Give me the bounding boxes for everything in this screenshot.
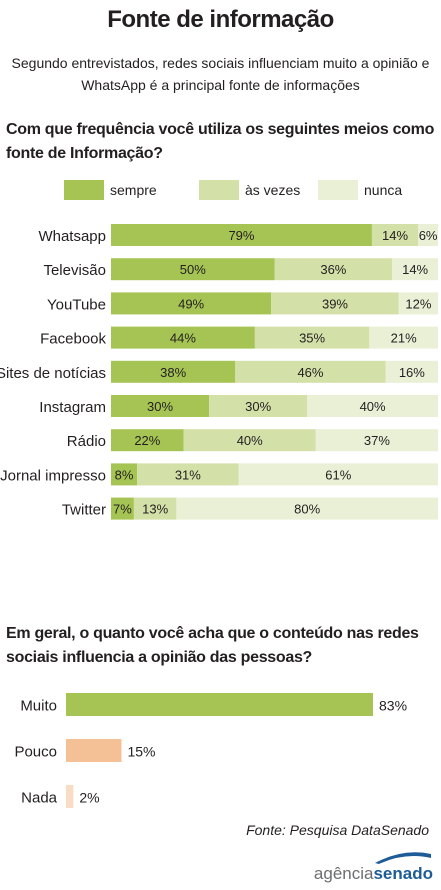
category-label-whatsapp: Whatsapp [38,228,106,245]
bar-jornal-impresso-nunca [238,463,438,486]
data-label-televisao-as-vezes: 36% [320,262,346,277]
data-label-sites-de-noticias-sempre: 38% [160,365,186,380]
data-label-instagram-nunca: 40% [360,399,386,414]
logo-part-senado: senado [373,864,433,883]
bar-televisao-nunca [392,258,438,281]
bar-youtube-sempre [111,292,272,315]
chart-title: Fonte de informação [107,6,334,33]
bar-instagram-nunca [307,395,438,417]
bar-facebook-nunca [369,326,438,349]
data-label-televisao-nunca: 14% [402,262,428,277]
category-label-radio: Rádio [67,433,106,450]
category-label-muito: Muito [20,698,57,715]
data-label-jornal-impresso-sempre: 8% [115,467,134,482]
category-label-jornal-impresso: Jornal impresso [0,467,106,484]
data-label-radio-nunca: 37% [364,433,390,448]
data-label-twitter-sempre: 7% [113,502,132,517]
legend-item-as-vezes: às vezes [199,180,300,200]
source-note: Fonte: Pesquisa DataSenado [246,822,429,838]
chart-subtitle: Segundo entrevistados, redes sociais inf… [11,55,430,93]
data-label-facebook-as-vezes: 35% [299,331,325,346]
legend: sempre às vezes nunca [0,180,441,200]
data-label-facebook-nunca: 21% [391,331,417,346]
bar-radio-sempre [111,429,184,452]
bar-youtube-nunca [398,292,438,315]
data-label-radio-sempre: 22% [134,433,160,448]
data-label-pouco: 15% [127,744,155,760]
bar-twitter-nunca [176,497,438,520]
category-label-nada: Nada [21,790,58,807]
bar-sites-de-noticias-as-vezes [235,360,386,383]
data-label-whatsapp-sempre: 79% [228,228,254,243]
logo-part-agencia: agência [313,864,374,883]
bar-whatsapp-sempre [111,224,372,246]
question-2: Em geral, o quanto você acha que o conte… [6,625,419,666]
category-label-televisao: Televisão [43,262,106,279]
frequency-stacked-bar-chart: Whatsapp 79% 14% 6% Televisão 50% 36% 14% YouTub… [0,224,438,520]
legend-swatch-nunca [318,180,358,200]
data-label-jornal-impresso-as-vezes: 31% [175,467,201,482]
data-label-sites-de-noticias-as-vezes: 46% [297,365,323,380]
bar-jornal-impresso-as-vezes [137,463,239,486]
legend-item-sempre: sempre [64,180,157,200]
bar-radio-as-vezes [183,429,316,452]
bar-televisao-as-vezes [274,258,393,281]
bar-sites-de-noticias-sempre [111,360,236,383]
category-label-facebook: Facebook [40,331,106,348]
question-1: Com que frequência você utiliza os segui… [6,121,435,162]
bar-youtube-as-vezes [271,292,399,315]
data-label-youtube-nunca: 12% [405,296,431,311]
category-label-twitter: Twitter [62,502,106,519]
data-label-sites-de-noticias-nunca: 16% [399,365,425,380]
agencia-senado-logo: agência senado [314,850,433,884]
category-label-pouco: Pouco [14,744,57,761]
bar-facebook-as-vezes [254,326,370,349]
bar-sites-de-noticias-nunca [385,360,438,383]
bar-whatsapp-as-vezes [371,224,419,246]
bar-radio-nunca [315,429,438,452]
data-label-televisao-sempre: 50% [180,262,206,277]
bar-facebook-sempre [111,326,255,349]
data-label-youtube-sempre: 49% [178,296,204,311]
data-label-whatsapp-as-vezes: 14% [382,228,408,243]
legend-label-sempre: sempre [110,182,157,198]
legend-label-as-vezes: às vezes [245,182,301,198]
bar-nada [66,785,74,808]
category-label-sites-de-noticias: Sites de notícias [0,365,106,382]
data-label-jornal-impresso-nunca: 61% [325,467,351,482]
data-label-twitter-as-vezes: 13% [142,502,168,517]
data-label-radio-as-vezes: 40% [237,433,263,448]
data-label-twitter-nunca: 80% [294,502,320,517]
legend-item-nunca: nunca [318,180,402,200]
data-label-muito: 83% [379,698,407,714]
bar-twitter-sempre [111,497,134,520]
bar-pouco [66,739,122,762]
legend-label-nunca: nunca [364,182,403,198]
legend-swatch-as-vezes [199,180,239,200]
bar-instagram-as-vezes [209,395,308,417]
data-label-nada: 2% [79,790,99,806]
data-label-instagram-as-vezes: 30% [245,399,271,414]
bar-whatsapp-nunca [418,224,438,246]
bar-televisao-sempre [111,258,275,281]
data-label-facebook-sempre: 44% [170,331,196,346]
bar-instagram-sempre [111,395,210,417]
data-label-instagram-sempre: 30% [147,399,173,414]
category-label-youtube: YouTube [47,296,106,313]
logo-swoosh-icon [375,852,431,864]
data-label-youtube-as-vezes: 39% [322,296,348,311]
bar-muito [66,693,373,716]
data-label-whatsapp-nunca: 6% [419,228,438,243]
category-label-instagram: Instagram [39,399,106,416]
bar-jornal-impresso-sempre [111,463,138,486]
legend-swatch-sempre [64,180,104,200]
bar-twitter-as-vezes [133,497,177,520]
